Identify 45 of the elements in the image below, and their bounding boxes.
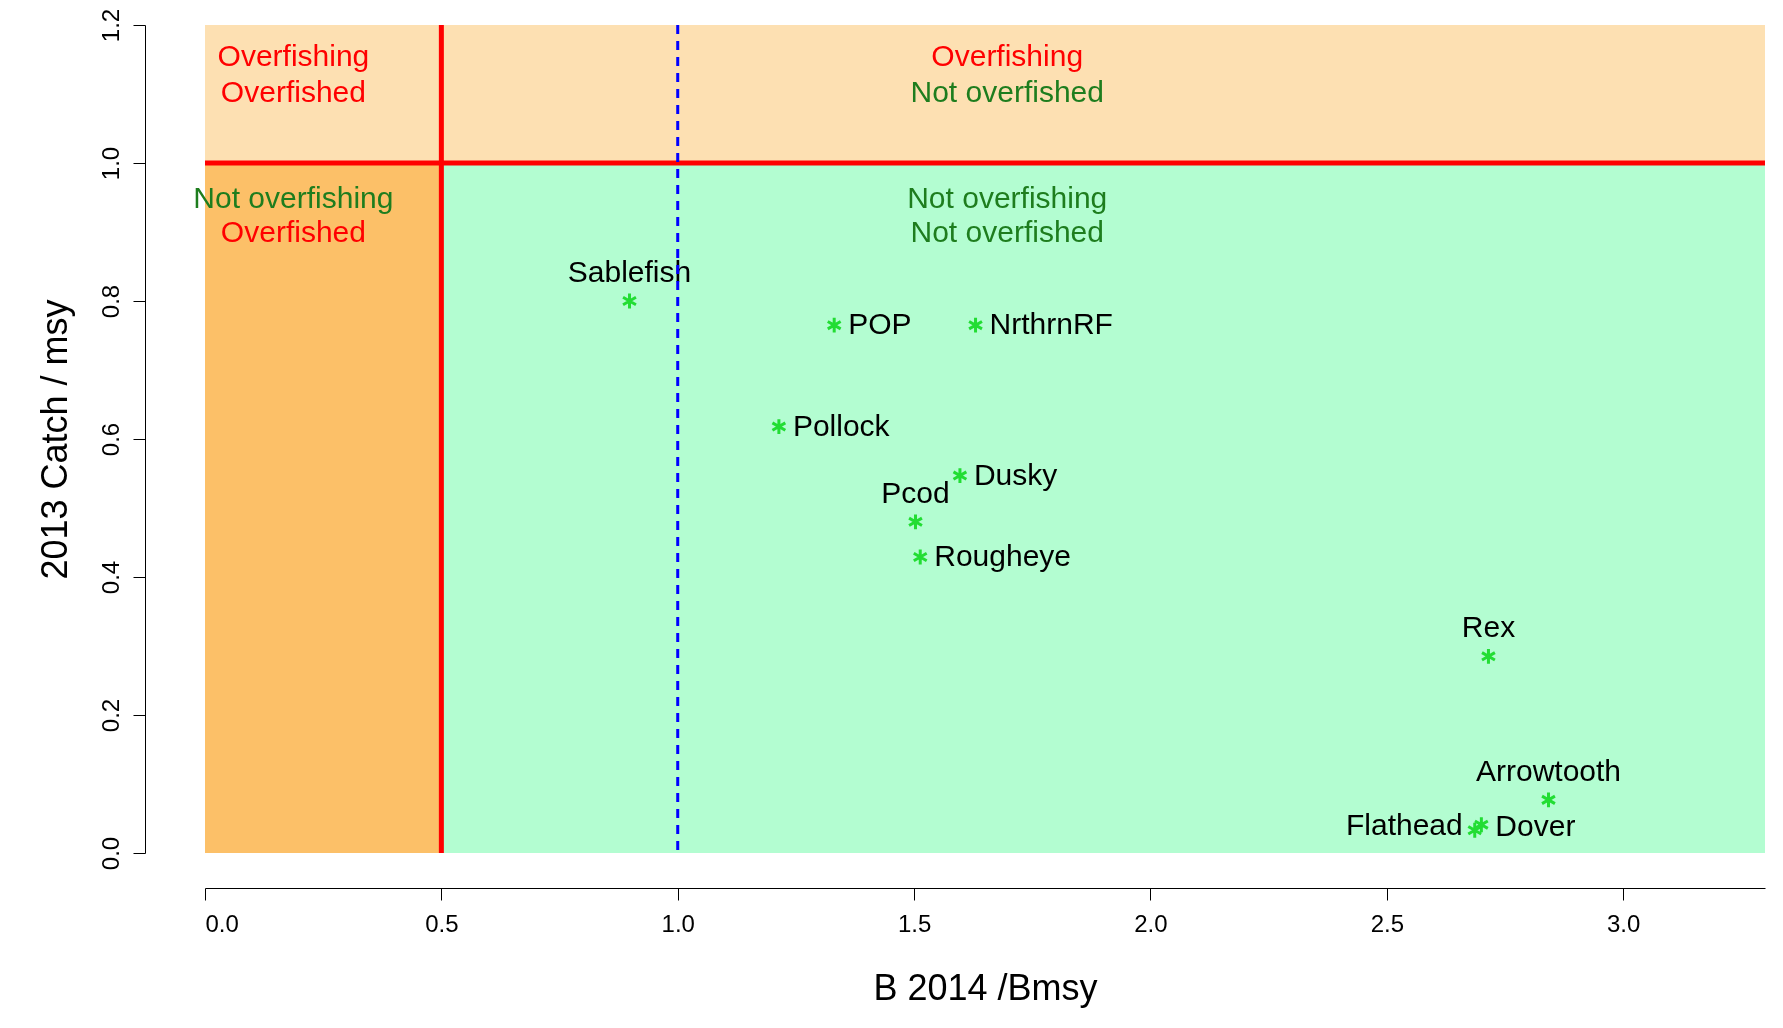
annotation: Flathead (1346, 808, 1463, 842)
y-tick-label: 0.4 (96, 560, 124, 595)
annotation: Rougheye (934, 538, 1072, 572)
point (826, 316, 843, 335)
annotation: Not overfishing (907, 180, 1108, 214)
point (967, 316, 984, 335)
annotation: NrthrnRF (989, 307, 1113, 341)
annotation: Rex (1461, 610, 1516, 644)
annotation: POP (848, 307, 912, 341)
y-tick-label: 0.2 (96, 698, 124, 733)
annotation: Not overfished (910, 215, 1104, 249)
x-tick-label: 2.0 (1134, 909, 1168, 937)
annotation: Pcod (881, 475, 950, 509)
x-axis-title: B 2014 /Bmsy (873, 966, 1098, 1008)
y-tick-label: 0.8 (96, 284, 124, 319)
x-tick-label: 2.5 (1370, 909, 1405, 937)
annotation: Overfished (220, 215, 366, 249)
annotation: Dover (1495, 808, 1576, 842)
point (1540, 790, 1557, 809)
y-tick-label: 1.2 (96, 8, 124, 43)
point (1473, 815, 1490, 834)
annotation: Sablefish (567, 255, 692, 288)
x-tick-label: 1.5 (897, 909, 932, 937)
y-tick-label: 1.0 (96, 146, 124, 181)
x-tick-label: 3.0 (1606, 909, 1641, 937)
annotation: Pollock (792, 408, 891, 442)
annotation: Overfished (220, 75, 366, 109)
y-tick-label: 0.6 (96, 422, 124, 457)
annotation: Dusky (973, 457, 1058, 491)
point (951, 466, 968, 485)
y-tick-label: 0.0 (96, 836, 124, 871)
point (770, 417, 787, 436)
point (907, 512, 924, 531)
annotation: Arrowtooth (1475, 753, 1622, 787)
annotation: Overfishing (217, 38, 370, 72)
point (912, 548, 929, 566)
annotation: Overfishing (931, 38, 1084, 72)
x-tick-label: 0.0 (205, 909, 239, 937)
y-axis-title: 2013 Catch / msy (33, 299, 75, 580)
point (621, 292, 638, 310)
annotation: Not overfished (910, 75, 1104, 109)
x-tick-label: 0.5 (425, 909, 459, 937)
x-tick-label: 1.0 (661, 909, 695, 937)
point (1480, 647, 1497, 666)
point (1466, 821, 1483, 840)
